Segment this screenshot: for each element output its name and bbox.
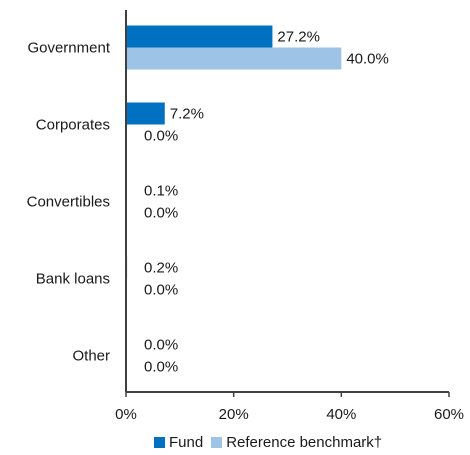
fund-bar [126,25,273,48]
legend-label-fund: Fund [169,433,204,451]
legend-item-benchmark: Reference benchmark† [211,434,382,451]
x-tick-label: 40% [326,406,356,423]
x-tick-label: 20% [219,406,249,423]
legend-swatch-fund [154,436,165,448]
legend: Fund Reference benchmark† [154,432,390,452]
legend-item-fund: Fund [154,434,203,451]
fund-value-label: 0.2% [144,260,178,277]
benchmark-bar [126,47,342,70]
legend-swatch-benchmark [211,436,223,448]
category-label: Government [27,40,110,57]
category-label: Other [72,348,110,365]
benchmark-value-label: 0.0% [144,282,178,299]
labels-group: Government 27.2% 40.0% Corporates 7.2% 0.0% Co… [27,29,389,376]
category-label: Bank loans [36,271,110,288]
benchmark-value-label: 0.0% [144,359,178,376]
fund-value-label: 0.0% [144,337,178,354]
category-label: Convertibles [27,194,110,211]
x-tick-label: 0% [115,406,137,423]
bars-group [126,25,342,279]
category-label: Corporates [36,117,110,134]
x-ticks-group: 0% 20% 40% 60% [115,392,464,423]
benchmark-value-label: 0.0% [144,205,178,222]
fund-value-label: 7.2% [170,106,204,123]
x-tick-label: 60% [434,406,464,423]
fund-value-label: 0.1% [144,183,178,200]
fund-bar [126,102,165,125]
legend-label-benchmark: Reference benchmark† [226,433,383,451]
benchmark-value-label: 40.0% [346,51,389,68]
benchmark-value-label: 0.0% [144,128,178,145]
fund-value-label: 27.2% [277,29,320,46]
